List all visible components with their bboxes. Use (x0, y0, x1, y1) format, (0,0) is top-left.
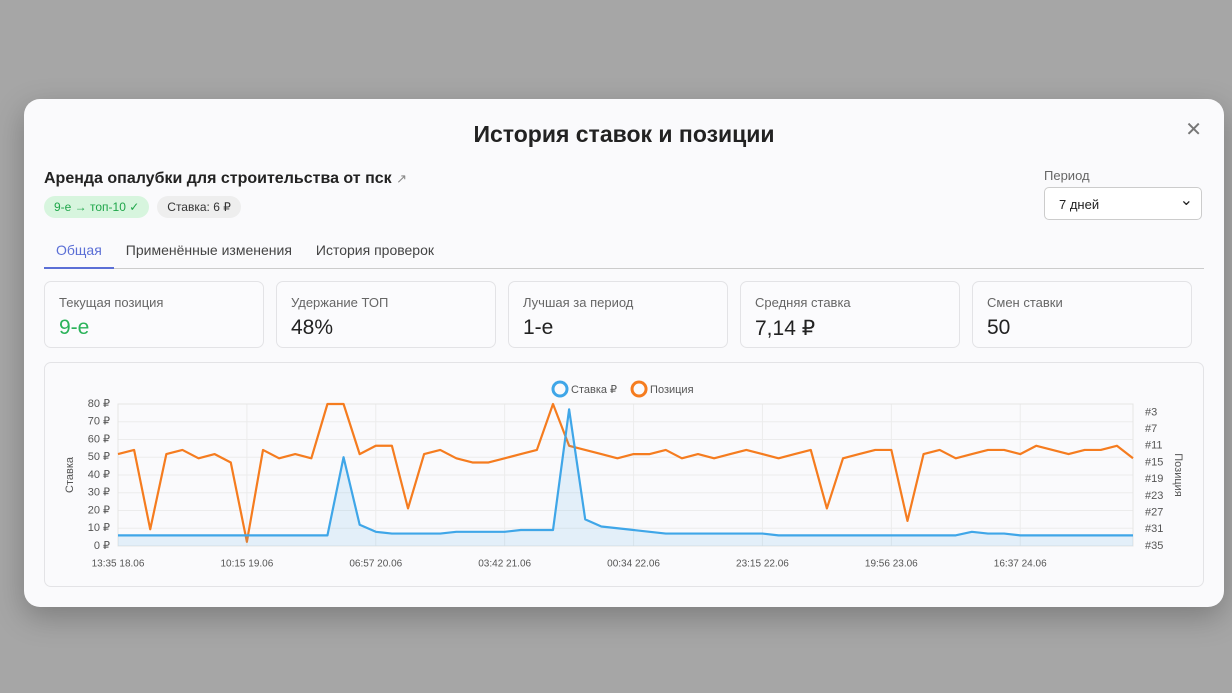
y-tick-label: 80 ₽ (88, 398, 110, 410)
legend-marker (551, 380, 569, 398)
y-tick-label: 10 ₽ (88, 522, 110, 534)
y2-tick-label: #23 (1145, 490, 1163, 502)
tab[interactable]: История проверок (315, 242, 435, 258)
stat-value: 9-е (59, 316, 90, 339)
stats: Текущая позиция 9-е Удержание ТОП 48% Лучшая… (44, 281, 1192, 348)
x-tick-label: 10:15 19.06 (220, 559, 273, 570)
chart-box: 0 ₽ 10 ₽ 20 ₽ 30 ₽ 40 ₽ 50 ₽ 60 ₽ 70 ₽ 80 ₽ #3 #7 #… (44, 362, 1204, 587)
y2-tick-label: #35 (1145, 540, 1163, 552)
y-tick-label: 30 ₽ (88, 487, 110, 499)
x-tick-label: 03:42 21.06 (478, 559, 531, 570)
y-tick-label: 0 ₽ (94, 540, 110, 552)
stat-label: Лучшая за период (523, 295, 634, 310)
modal-title: История ставок и позиции (473, 121, 775, 147)
stat-card: Удержание ТОП 48% (276, 281, 496, 348)
y-axis-label: Ставка (64, 456, 76, 493)
period-label: Период (1044, 168, 1090, 183)
external-link[interactable]: ↗ (396, 171, 407, 186)
close-button[interactable]: ✕ (1185, 119, 1202, 141)
y2-tick-label: #15 (1145, 456, 1163, 468)
y2-tick-label: #27 (1145, 506, 1163, 518)
x-tick-label: 00:34 22.06 (607, 559, 660, 570)
y2-tick-label: #31 (1145, 523, 1163, 535)
x-tick-label: 13:35 18.06 (92, 559, 145, 570)
badges: 9-е → топ-10 ✓ Ставка: 6 ₽ (44, 196, 241, 218)
stat-label: Удержание ТОП (291, 295, 389, 310)
stat-label: Текущая позиция (59, 295, 164, 310)
series-line (117, 402, 1134, 543)
stat-label: Средняя ставка (755, 295, 851, 310)
stat-value: 7,14 ₽ (755, 317, 816, 340)
modal: История ставок и позиции ✕ Аренда опалуб… (24, 99, 1224, 607)
tabs: Общая Применённые изменения История провер… (44, 237, 1204, 269)
y-tick-label: 70 ₽ (88, 416, 110, 428)
x-tick-label: 16:37 24.06 (994, 559, 1047, 570)
chart: 0 ₽ 10 ₽ 20 ₽ 30 ₽ 40 ₽ 50 ₽ 60 ₽ 70 ₽ 80 ₽ #3 #7 #… (64, 380, 1184, 570)
stat-value: 1-е (523, 316, 554, 339)
y-tick-label: 40 ₽ (88, 469, 110, 481)
stat-card: Текущая позиция 9-е (44, 281, 264, 348)
x-tick-label: 06:57 20.06 (349, 559, 402, 570)
tab[interactable]: Общая (44, 237, 114, 269)
y2-axis-label: Позиция (1172, 453, 1184, 497)
legend-marker (630, 380, 648, 398)
y-tick-label: 20 ₽ (88, 504, 110, 516)
bid-badge: Ставка: 6 ₽ (157, 196, 241, 218)
y2-tick-label: #3 (1145, 406, 1157, 418)
y2-tick-label: #7 (1145, 423, 1157, 435)
stat-card: Смен ставки 50 (972, 281, 1192, 348)
stat-value: 50 (987, 316, 1011, 339)
stat-card: Лучшая за период 1-е (508, 281, 728, 348)
y-tick-label: 50 ₽ (88, 451, 110, 463)
legend-label: Позиция (650, 384, 694, 396)
ad-title: Аренда опалубки для строительства от пск… (44, 170, 407, 188)
y2-tick-label: #11 (1145, 440, 1163, 452)
legend-label: Ставка ₽ (571, 384, 617, 396)
ad-title-text: Аренда опалубки для строительства от пск (44, 170, 392, 187)
plot-frame (117, 403, 1134, 547)
x-tick-label: 19:56 23.06 (865, 559, 918, 570)
x-tick-label: 23:15 22.06 (736, 559, 789, 570)
stat-label: Смен ставки (987, 295, 1063, 310)
stat-card: Средняя ставка 7,14 ₽ (740, 281, 960, 348)
series-line (118, 408, 1133, 537)
position-badge: 9-е → топ-10 ✓ (44, 196, 150, 218)
period-select[interactable]: 7 дней (1044, 184, 1202, 220)
tab[interactable]: Применённые изменения (125, 242, 292, 258)
y2-tick-label: #19 (1145, 473, 1163, 485)
area (118, 409, 1133, 546)
stat-value: 48% (291, 316, 334, 339)
y-tick-label: 60 ₽ (88, 433, 110, 445)
